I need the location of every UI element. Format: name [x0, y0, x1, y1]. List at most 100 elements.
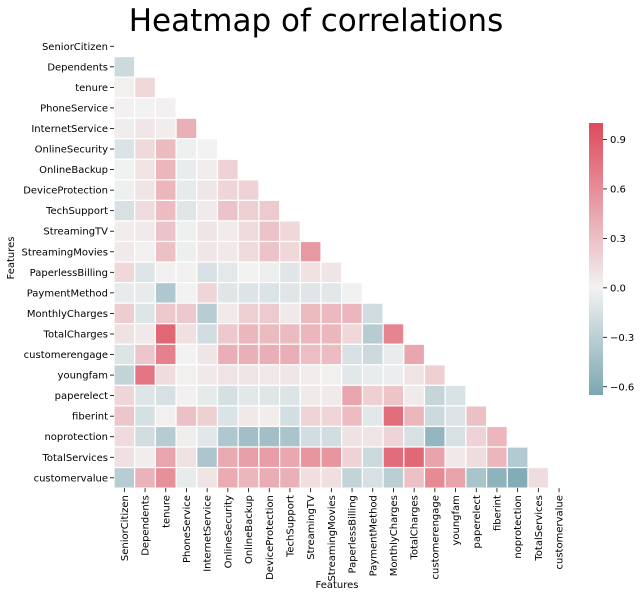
- heatmap-cell: [237, 323, 260, 345]
- heatmap-cell: [361, 364, 384, 386]
- heatmap-cell: [403, 466, 426, 489]
- heatmap-cell: [154, 179, 177, 202]
- heatmap-cell: [154, 343, 177, 366]
- heatmap-cell: [382, 446, 405, 469]
- y-tick-label: PaymentMethod: [27, 288, 108, 299]
- heatmap-cell: [113, 466, 136, 489]
- heatmap-cell: [154, 466, 177, 489]
- heatmap-cell: [341, 282, 364, 304]
- x-tick-label: StreamingMovies: [327, 495, 338, 581]
- heatmap-cell: [320, 323, 343, 345]
- heatmap-cell: [279, 220, 301, 243]
- heatmap-cell: [444, 466, 467, 489]
- y-tick-label: MonthlyCharges: [27, 309, 108, 320]
- y-tick-label: TotalServices: [41, 453, 108, 464]
- heatmap-cell: [134, 405, 156, 428]
- heatmap-cell: [237, 199, 260, 222]
- heatmap-cell: [299, 302, 322, 325]
- y-tick-label: PhoneService: [40, 103, 108, 114]
- heatmap-cell: [134, 76, 156, 99]
- heatmap-cell: [113, 425, 136, 448]
- heatmap-cell: [134, 199, 156, 222]
- heatmap-cell: [196, 220, 219, 243]
- y-tick-label: PaperlessBilling: [30, 268, 108, 279]
- heatmap-cell: [113, 240, 136, 263]
- heatmap-cell: [196, 405, 219, 428]
- heatmap-cell: [113, 323, 136, 345]
- heatmap-cell: [403, 405, 426, 428]
- heatmap-cell: [134, 138, 156, 160]
- heatmap-cell: [506, 446, 529, 469]
- heatmap-cell: [216, 446, 239, 469]
- heatmap-cell: [423, 364, 446, 386]
- heatmap-cell: [196, 425, 219, 448]
- heatmap-cell: [299, 384, 322, 407]
- heatmap-cell: [216, 158, 239, 181]
- heatmap-cell: [154, 261, 177, 284]
- heatmap-cell: [258, 261, 281, 284]
- heatmap-cell: [341, 446, 364, 469]
- y-tick-label: DeviceProtection: [23, 186, 108, 197]
- heatmap-cell: [154, 364, 177, 386]
- heatmap-cell: [154, 446, 177, 469]
- heatmap-cell: [299, 323, 322, 345]
- heatmap-cell: [113, 343, 136, 366]
- heatmap-cell: [134, 384, 156, 407]
- y-tick-label: OnlineSecurity: [35, 145, 108, 156]
- heatmap-cell: [154, 240, 177, 263]
- heatmap-cell: [361, 425, 384, 448]
- heatmap-cell: [403, 425, 426, 448]
- heatmap-cell: [154, 384, 177, 407]
- heatmap-cell: [196, 138, 219, 160]
- heatmap-cell: [134, 261, 156, 284]
- heatmap-cell: [175, 138, 198, 160]
- heatmap-cell: [258, 302, 281, 325]
- heatmap-cell: [134, 117, 156, 140]
- y-axis-label: Features: [6, 237, 17, 280]
- heatmap-cell: [361, 466, 384, 489]
- heatmap-cell: [279, 466, 301, 489]
- heatmap-cell: [196, 158, 219, 181]
- heatmap-cell: [382, 364, 405, 386]
- heatmap-cell: [113, 364, 136, 386]
- heatmap-cell: [154, 302, 177, 325]
- heatmap-cell: [320, 282, 343, 304]
- heatmap-cell: [113, 76, 136, 99]
- heatmap-cell: [258, 364, 281, 386]
- heatmap-cell: [216, 466, 239, 489]
- heatmap-cell: [320, 384, 343, 407]
- heatmap-cell: [216, 261, 239, 284]
- heatmap-cell: [299, 240, 322, 263]
- heatmap-cell: [154, 282, 177, 304]
- heatmap-cell: [196, 343, 219, 366]
- y-tick-label: customervalue: [34, 473, 108, 484]
- heatmap-cell: [216, 282, 239, 304]
- heatmap-cell: [154, 220, 177, 243]
- heatmap-cell: [361, 343, 384, 366]
- heatmap-cell: [279, 384, 301, 407]
- y-tick-labels: SeniorCitizen Dependents tenure PhoneServic…: [22, 42, 114, 484]
- heatmap-cell: [175, 261, 198, 284]
- heatmap-cell: [134, 466, 156, 489]
- heatmap-cell: [113, 282, 136, 304]
- colorbar-tick-label: 0.0: [610, 283, 626, 294]
- heatmap-cell: [320, 466, 343, 489]
- heatmap-cell: [216, 384, 239, 407]
- heatmap-cell: [134, 97, 156, 119]
- x-tick-label: customervalue: [555, 495, 566, 569]
- heatmap-cell: [320, 405, 343, 428]
- heatmap-cell: [341, 466, 364, 489]
- heatmap-cell: [196, 302, 219, 325]
- heatmap-cell: [175, 323, 198, 345]
- heatmap-cell: [361, 302, 384, 325]
- heatmap-cell: [154, 425, 177, 448]
- x-tick-label: SeniorCitizen: [120, 495, 131, 561]
- heatmap-cell: [403, 343, 426, 366]
- heatmap-cell: [382, 425, 405, 448]
- heatmap-cell: [444, 405, 467, 428]
- heatmap-cell: [258, 446, 281, 469]
- heatmap-cell: [113, 220, 136, 243]
- heatmap-cell: [237, 405, 260, 428]
- heatmap-cell: [175, 466, 198, 489]
